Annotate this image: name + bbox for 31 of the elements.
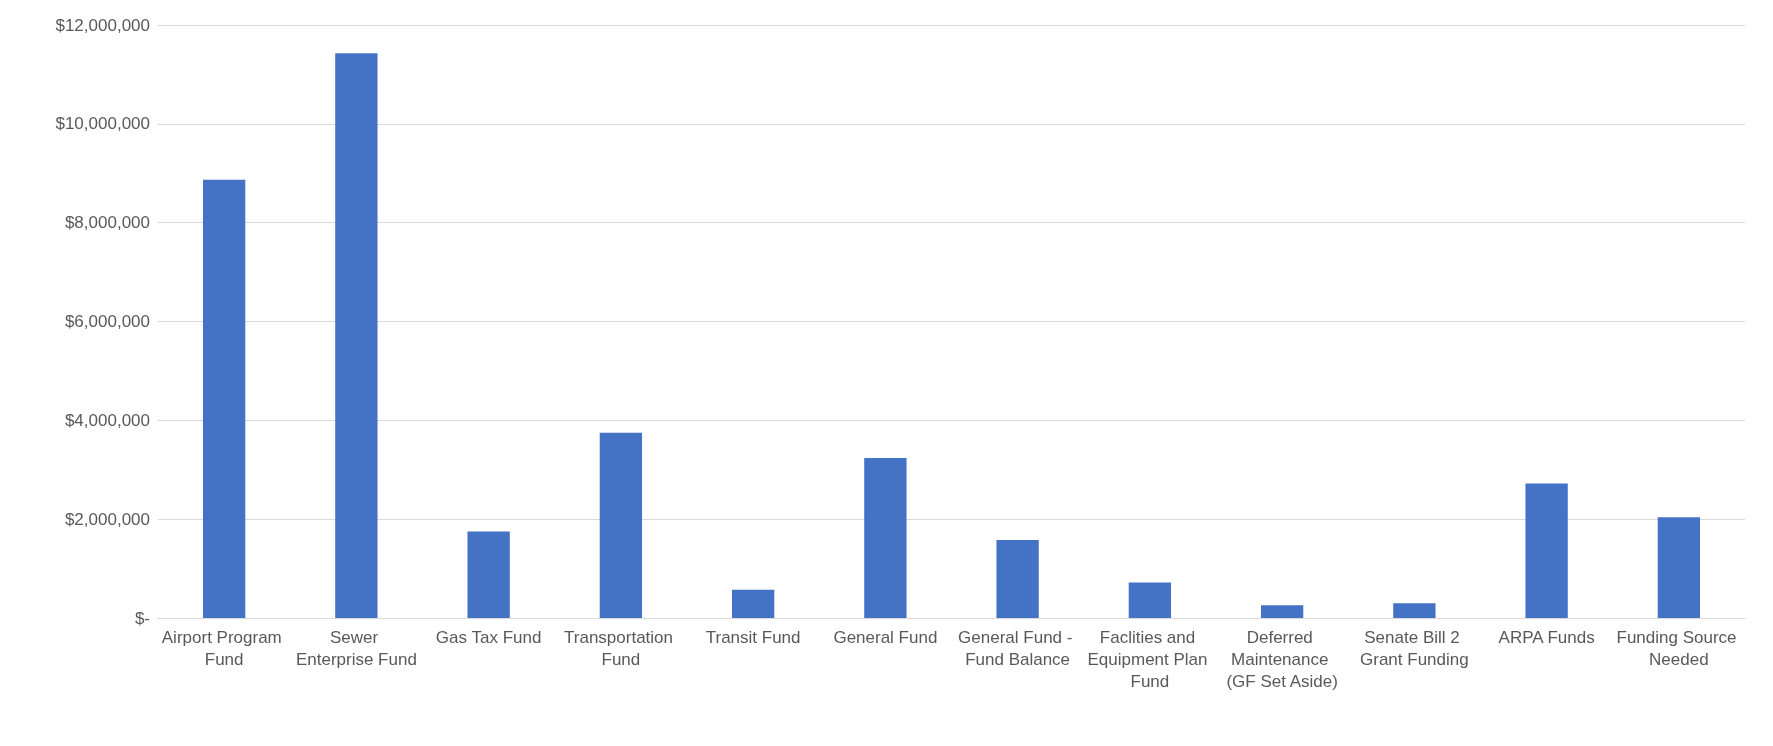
bar (1657, 517, 1701, 618)
bar (202, 179, 246, 618)
bar (1393, 603, 1436, 618)
bar (731, 589, 775, 618)
bar (599, 432, 643, 618)
y-tick-label: $4,000,000 (64, 410, 150, 430)
y-tick-label: $6,000,000 (64, 312, 150, 331)
bar (996, 539, 1039, 618)
x-tick-label: Gas Tax Fund (435, 627, 542, 647)
x-tick-label: General Fund - Fund Balance (958, 627, 1078, 669)
x-tick-label: Transportation Fund (564, 627, 678, 669)
y-tick-label: $2,000,000 (64, 509, 150, 529)
bar (467, 531, 510, 618)
x-tick-label: Transit Fund (705, 627, 801, 647)
x-tick-label: Senate Bill 2 Grant Funding (1360, 627, 1469, 669)
bar (1525, 483, 1568, 618)
x-tick-label: Faclities and Equipment Plan Fund (1087, 627, 1213, 691)
y-tick-label: $8,000,000 (64, 213, 150, 233)
bar (864, 457, 907, 618)
x-tick-label: General Fund (833, 627, 938, 647)
x-tick-label: Airport Program Fund (161, 627, 287, 669)
x-tick-label: ARPA Funds (1498, 627, 1595, 647)
x-tick-label: Deferred Maintenance (GF Set Aside) (1226, 627, 1338, 691)
x-tick-label: Funding Source Needed (1616, 627, 1742, 669)
bar (1128, 582, 1172, 618)
bar (335, 53, 378, 618)
y-tick-label: $- (134, 608, 150, 628)
x-tick-label: Sewer Enterprise Fund (295, 627, 417, 669)
bar (1260, 605, 1304, 618)
y-tick-label: $10,000,000 (55, 114, 150, 134)
y-tick-label: $12,000,000 (55, 15, 150, 35)
